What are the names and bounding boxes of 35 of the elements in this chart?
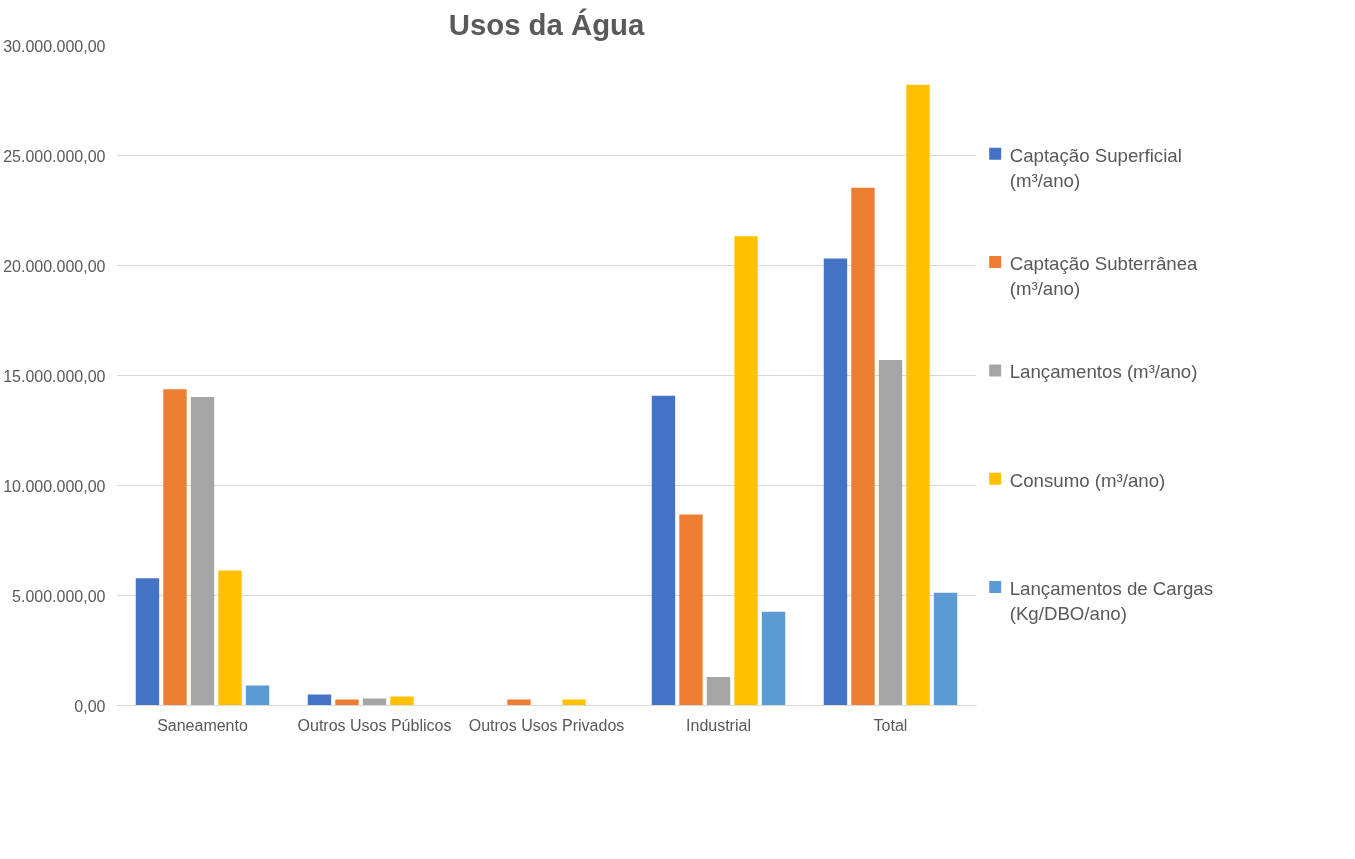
bar: [362, 698, 387, 706]
x-tick-label: Total: [873, 716, 908, 734]
bar: [706, 676, 731, 706]
bar: [906, 84, 930, 706]
bar: [851, 187, 875, 706]
y-tick-label: 10.000.000,00: [3, 477, 106, 495]
bar: [245, 685, 270, 706]
bar: [761, 611, 786, 706]
bar: [390, 696, 414, 706]
bar: [135, 578, 160, 706]
bar: [190, 397, 215, 706]
x-tick-label: Industrial: [686, 716, 751, 734]
y-tick-label: 5.000.000,00: [12, 587, 106, 605]
x-tick-label: Outros Usos Públicos: [297, 716, 452, 734]
x-tick-label: Outros Usos Privados: [468, 716, 625, 734]
bar: [823, 258, 848, 706]
legend-label: Captação Subterrânea (m³/ano): [1009, 253, 1199, 300]
y-tick-label: 15.000.000,00: [3, 367, 106, 385]
bar: [878, 360, 903, 706]
bar: [163, 389, 187, 706]
bar: [651, 395, 676, 706]
bar: [734, 236, 758, 706]
legend-label: Consumo (m³/ano): [1009, 469, 1166, 491]
legend-label: Captação Superficial (m³/ano): [1009, 144, 1182, 192]
bar: [933, 592, 958, 706]
bar: [679, 514, 703, 706]
y-tick-label: 25.000.000,00: [3, 147, 106, 165]
legend-label: Lançamentos (m³/ano): [1009, 361, 1198, 383]
x-tick-label: Saneamento: [157, 716, 248, 734]
y-tick-label: 20.000.000,00: [3, 257, 106, 275]
legend-label: Lançamentos de Cargas (Kg/DBO/ano): [1009, 578, 1213, 625]
chart-title: Usos da Água: [448, 7, 645, 41]
y-tick-label: 30.000.000,00: [3, 37, 106, 55]
bar: [218, 570, 242, 706]
y-tick-label: 0,00: [74, 697, 106, 715]
